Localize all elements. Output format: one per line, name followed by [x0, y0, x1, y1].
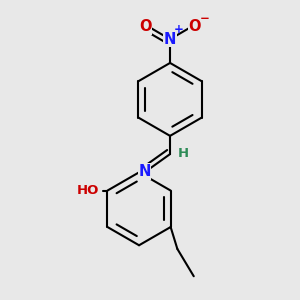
- Text: N: N: [164, 32, 176, 47]
- Text: O: O: [188, 19, 201, 34]
- Text: H: H: [177, 147, 188, 160]
- Text: −: −: [200, 12, 210, 25]
- Text: +: +: [173, 23, 183, 36]
- Text: HO: HO: [76, 184, 99, 197]
- Text: O: O: [139, 19, 152, 34]
- Text: N: N: [138, 164, 151, 179]
